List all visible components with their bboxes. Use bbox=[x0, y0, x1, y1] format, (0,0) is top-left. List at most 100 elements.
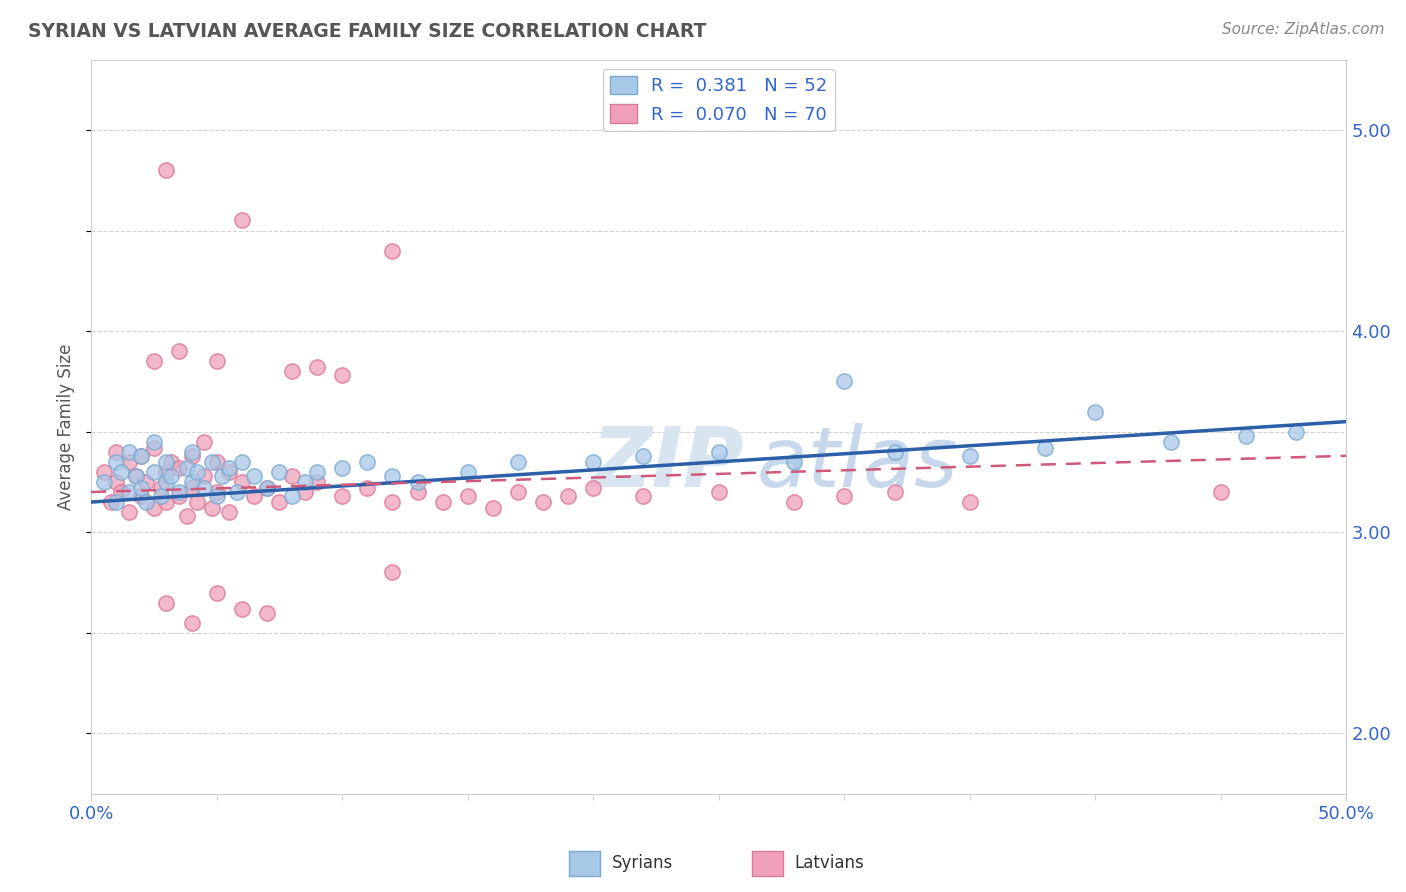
Point bbox=[155, 495, 177, 509]
Point bbox=[243, 469, 266, 483]
Point bbox=[356, 455, 378, 469]
Point bbox=[256, 481, 278, 495]
Point bbox=[1084, 404, 1107, 418]
Point bbox=[307, 475, 329, 489]
Point bbox=[432, 495, 454, 509]
Point bbox=[186, 465, 208, 479]
Point bbox=[231, 601, 253, 615]
Point bbox=[205, 455, 228, 469]
Point bbox=[281, 469, 304, 483]
Point bbox=[381, 244, 404, 258]
Point bbox=[883, 485, 905, 500]
Point bbox=[93, 465, 115, 479]
Text: ZIP: ZIP bbox=[592, 423, 744, 504]
Point bbox=[832, 489, 855, 503]
Point bbox=[125, 469, 148, 483]
Point bbox=[142, 441, 165, 455]
Point bbox=[193, 481, 215, 495]
Point bbox=[256, 481, 278, 495]
Point bbox=[457, 465, 479, 479]
Text: Syrians: Syrians bbox=[612, 855, 673, 872]
Point bbox=[125, 469, 148, 483]
Point bbox=[506, 485, 529, 500]
Point bbox=[167, 489, 190, 503]
Point bbox=[205, 354, 228, 368]
Point bbox=[406, 475, 429, 489]
Point bbox=[110, 485, 132, 500]
Point bbox=[959, 449, 981, 463]
Point bbox=[142, 465, 165, 479]
Point bbox=[118, 455, 141, 469]
Point bbox=[356, 481, 378, 495]
Point bbox=[201, 455, 224, 469]
Point bbox=[281, 489, 304, 503]
Point bbox=[135, 495, 157, 509]
Point bbox=[406, 485, 429, 500]
Point bbox=[155, 455, 177, 469]
Point bbox=[180, 481, 202, 495]
Point bbox=[100, 495, 122, 509]
Point bbox=[155, 465, 177, 479]
Text: Latvians: Latvians bbox=[794, 855, 865, 872]
Point bbox=[142, 434, 165, 449]
Point bbox=[231, 455, 253, 469]
Point bbox=[142, 501, 165, 516]
Point bbox=[330, 368, 353, 383]
Point bbox=[294, 485, 316, 500]
Point bbox=[381, 566, 404, 580]
Point bbox=[307, 465, 329, 479]
Point bbox=[155, 163, 177, 178]
Text: Source: ZipAtlas.com: Source: ZipAtlas.com bbox=[1222, 22, 1385, 37]
Point bbox=[582, 455, 605, 469]
Y-axis label: Average Family Size: Average Family Size bbox=[58, 343, 75, 510]
Point bbox=[105, 444, 128, 458]
Point bbox=[531, 495, 554, 509]
Point bbox=[186, 495, 208, 509]
Point bbox=[281, 364, 304, 378]
Point bbox=[783, 495, 806, 509]
Point bbox=[225, 485, 247, 500]
Point bbox=[381, 495, 404, 509]
Point bbox=[482, 501, 505, 516]
Point bbox=[269, 495, 291, 509]
Point bbox=[1033, 441, 1056, 455]
Point bbox=[150, 481, 173, 495]
Point bbox=[218, 461, 240, 475]
Point bbox=[110, 465, 132, 479]
Point bbox=[180, 475, 202, 489]
Point bbox=[294, 475, 316, 489]
Point bbox=[205, 485, 228, 500]
Point bbox=[633, 489, 655, 503]
Point bbox=[131, 489, 153, 503]
Point bbox=[707, 485, 730, 500]
Point bbox=[160, 469, 183, 483]
Point bbox=[193, 469, 215, 483]
Point bbox=[205, 585, 228, 599]
Point bbox=[167, 485, 190, 500]
Point bbox=[180, 615, 202, 630]
Point bbox=[93, 475, 115, 489]
Point bbox=[832, 375, 855, 389]
Point bbox=[457, 489, 479, 503]
Point bbox=[176, 461, 198, 475]
Point bbox=[160, 455, 183, 469]
Point bbox=[231, 475, 253, 489]
Point bbox=[330, 489, 353, 503]
Point bbox=[131, 481, 153, 495]
Point bbox=[155, 475, 177, 489]
Point bbox=[131, 449, 153, 463]
Point bbox=[218, 505, 240, 519]
Point bbox=[307, 360, 329, 375]
Point bbox=[557, 489, 579, 503]
Point bbox=[582, 481, 605, 495]
Point bbox=[193, 434, 215, 449]
Point bbox=[118, 485, 141, 500]
Text: atlas: atlas bbox=[756, 423, 957, 504]
Point bbox=[176, 509, 198, 524]
Point bbox=[243, 489, 266, 503]
Point bbox=[269, 465, 291, 479]
Point bbox=[1160, 434, 1182, 449]
Point bbox=[506, 455, 529, 469]
Point bbox=[959, 495, 981, 509]
Point bbox=[167, 344, 190, 359]
